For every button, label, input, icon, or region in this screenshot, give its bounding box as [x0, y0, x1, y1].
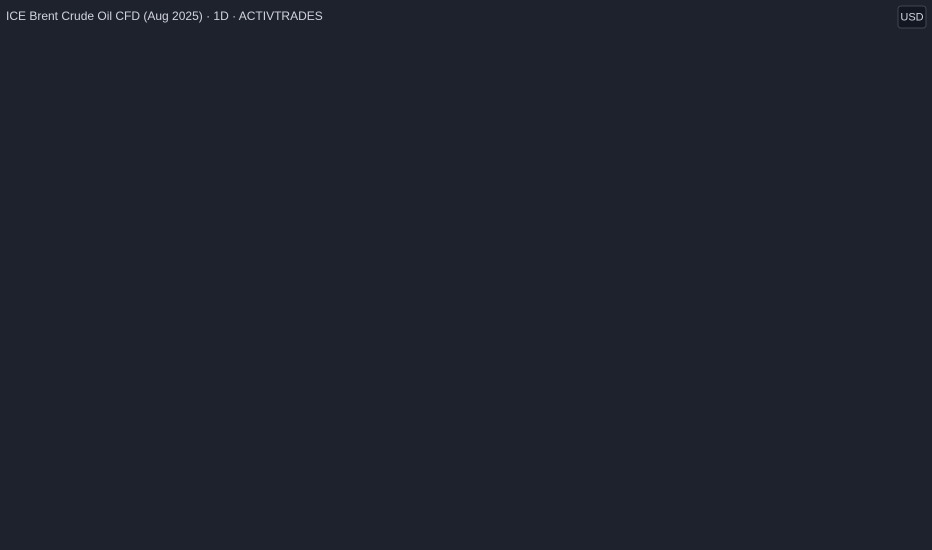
currency-label: USD — [900, 11, 923, 23]
currency-button[interactable] — [897, 5, 927, 29]
chart-title: ICE Brent Crude Oil CFD (Aug 2025) · 1D … — [6, 9, 323, 23]
